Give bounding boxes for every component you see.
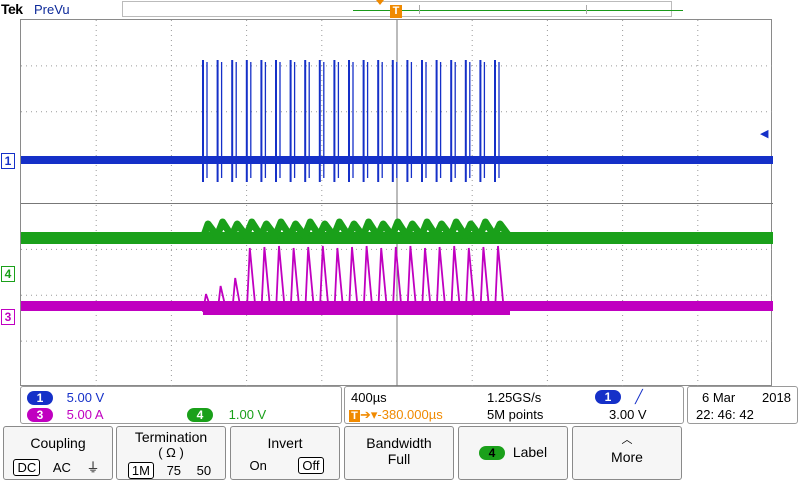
trigger-source-badge: 1 [595, 390, 621, 404]
time-per-division: 400µs [351, 390, 387, 405]
ch3-pulse [216, 285, 228, 313]
termination-button[interactable]: Termination ( Ω ) 1M 75 50 [116, 426, 226, 480]
ch3-ground-marker[interactable]: 3 [1, 309, 15, 325]
termination-title: Termination [134, 429, 208, 445]
termination-option-1m[interactable]: 1M [127, 462, 154, 479]
coupling-button[interactable]: Coupling DC AC ⏚ [3, 426, 113, 480]
graticule-canvas [21, 20, 773, 387]
ground-icon[interactable]: ⏚ [86, 460, 100, 475]
ch3-badge: 3 [27, 408, 53, 422]
ch3-pulse [260, 246, 272, 313]
label-ch4-badge: 4 [478, 446, 505, 460]
timebase-trigger-panel[interactable]: 400µs 1.25GS/s 1 ╱ T ➔▾-380.000µs 5M poin… [344, 386, 684, 424]
trigger-level: 3.00 V [609, 407, 647, 422]
invert-option-off[interactable]: Off [298, 457, 324, 474]
label-row: 4 Label [459, 444, 567, 460]
ch3-pulse [494, 245, 505, 313]
coupling-option-ac[interactable]: AC [52, 460, 71, 475]
ch3-pulse [450, 245, 462, 313]
coupling-title: Coupling [30, 435, 86, 451]
ch4-scale: 1.00 V [228, 407, 267, 422]
ch3-pulse [231, 277, 243, 313]
date-day: 6 Mar [702, 390, 736, 405]
ch3-pulse [275, 245, 286, 313]
trigger-level-arrow-icon: ◀ [760, 128, 769, 140]
datetime-panel: 6 Mar 2018 22: 46: 42 [687, 386, 798, 424]
termination-unit: ( Ω ) [158, 445, 184, 460]
brand-logo: Tek [1, 1, 23, 17]
more-button[interactable]: ︿ More [572, 426, 682, 480]
ch3-pulse [464, 247, 476, 313]
date-year: 2018 [762, 390, 791, 405]
ch3-pulse [202, 293, 213, 313]
termination-options: 1M 75 50 [117, 462, 225, 479]
ch3-pulse [435, 246, 447, 313]
ch3-burst-band [203, 303, 510, 315]
ch3-pulse [245, 247, 257, 313]
ch3-pulse [421, 247, 432, 313]
bandwidth-title: Bandwidth [366, 435, 432, 451]
ch3-pulse [304, 246, 316, 313]
trigger-position-caret [376, 0, 384, 5]
more-title: More [611, 449, 643, 465]
invert-button[interactable]: Invert On Off [230, 426, 340, 480]
record-extent-line [353, 10, 683, 11]
trigger-marker-icon[interactable]: T [390, 5, 402, 18]
record-view-window [419, 5, 587, 14]
coupling-option-dc[interactable]: DC [13, 459, 41, 476]
ch3-pulse [348, 246, 359, 313]
sample-rate: 1.25GS/s [487, 390, 542, 405]
status-bar: Tek PreVu T [0, 0, 800, 19]
ch3-pulse [377, 247, 389, 313]
ch1-scale-row: 1 5.00 V [27, 390, 104, 405]
ch3-scale: 5.00 A [66, 407, 104, 422]
trigger-arrow-icon: ➔▾ [360, 407, 378, 422]
termination-option-50[interactable]: 50 [196, 463, 212, 478]
ch4-badge: 4 [187, 408, 213, 422]
record-length: 5M points [487, 407, 544, 422]
coupling-options: DC AC ⏚ [4, 457, 112, 476]
invert-title: Invert [267, 435, 303, 451]
ch3-pulse [479, 246, 491, 313]
more-caret-icon: ︿ [621, 434, 633, 446]
trigger-position-row: T ➔▾-380.000µs [349, 407, 443, 423]
ch1-ground-marker[interactable]: 1 [1, 153, 15, 169]
ch4-baseline [21, 232, 773, 244]
ch4-ground-marker[interactable]: 4 [1, 266, 15, 282]
ch3-pulse [289, 247, 301, 313]
time-of-day: 22: 46: 42 [696, 407, 754, 422]
channel-scale-panel[interactable]: 1 5.00 V 3 5.00 A 4 1.00 V [20, 386, 342, 424]
ch3-pulse [362, 245, 374, 313]
bandwidth-button[interactable]: Bandwidth Full [344, 426, 454, 480]
label-button[interactable]: 4 Label [458, 426, 568, 480]
ch4-scale-row: 4 1.00 V [187, 407, 266, 422]
trigger-slope-icon: ╱ [635, 389, 643, 404]
ch3-pulse [333, 247, 345, 313]
acquisition-mode: PreVu [34, 2, 70, 17]
trigger-position: -380.000µs [377, 407, 443, 422]
label-title: Label [512, 444, 548, 460]
ch1-badge: 1 [27, 391, 53, 405]
ch3-scale-row: 3 5.00 A [27, 407, 104, 422]
termination-option-75[interactable]: 75 [166, 463, 182, 478]
waveform-graticule[interactable] [20, 19, 773, 387]
ch4-ripple [199, 218, 514, 241]
ch3-pulse [391, 246, 403, 313]
invert-option-on[interactable]: On [249, 458, 267, 473]
ch3-pulse [318, 245, 330, 313]
ch3-pulse [406, 245, 418, 313]
ch1-scale: 5.00 V [66, 390, 105, 405]
bandwidth-value: Full [387, 451, 411, 467]
trigger-position-icon: T [349, 410, 360, 422]
invert-options: On Off [231, 457, 339, 474]
